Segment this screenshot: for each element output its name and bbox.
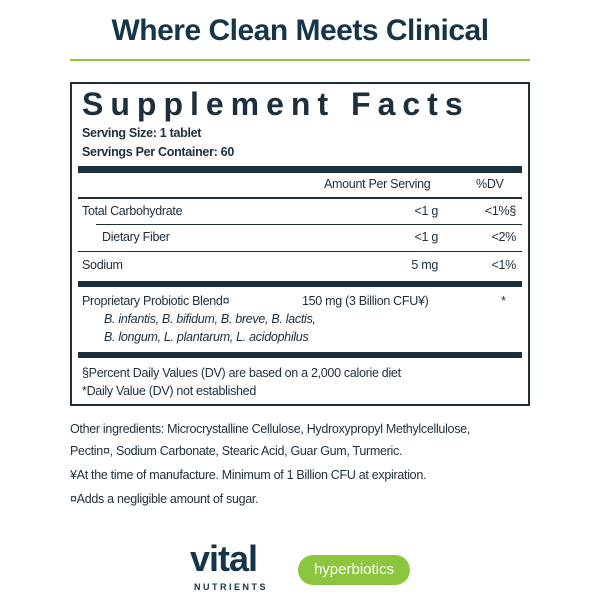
note: ¤Adds a negligible amount of sugar. <box>70 492 259 506</box>
page-title: Where Clean Meets Clinical <box>111 14 489 47</box>
col-dv: %DV <box>476 177 504 191</box>
thick-rule <box>78 352 522 358</box>
col-amount: Amount Per Serving <box>324 177 431 191</box>
row-dv: <2% <box>491 230 517 244</box>
hyperbiotics-badge <box>298 555 410 585</box>
row-amount: <1 g <box>414 204 439 218</box>
row-name: Dietary Fiber <box>102 230 170 244</box>
blend-ingredients: B. longum, L. plantarum, L. acidophilus <box>104 330 309 344</box>
row-dv: <1%§ <box>484 204 516 218</box>
vital-sub: NUTRIENTS <box>194 582 268 592</box>
row-dv: <1% <box>491 258 517 272</box>
rule <box>96 224 522 225</box>
thick-rule <box>78 166 522 173</box>
green-rule <box>70 59 530 61</box>
rule <box>78 251 522 252</box>
row-amount: <1 g <box>414 230 439 244</box>
facts-box <box>70 82 530 406</box>
blend-name: Proprietary Probiotic Blend¤ <box>82 294 230 308</box>
other-ingredients: Other ingredients: Microcrystalline Cell… <box>70 422 470 436</box>
blend-dv: * <box>501 294 506 308</box>
footnote: §Percent Daily Values (DV) are based on … <box>82 366 401 380</box>
row-name: Sodium <box>82 258 123 272</box>
other-ingredients: Pectin¤, Sodium Carbonate, Stearic Acid,… <box>70 444 403 458</box>
note: ¥At the time of manufacture. Minimum of … <box>70 468 427 482</box>
thick-rule <box>78 281 522 287</box>
row-name: Total Carbohydrate <box>82 204 183 218</box>
servings-per-container: Servings Per Container: 60 <box>82 145 234 159</box>
blend-amount: 150 mg (3 Billion CFU¥) <box>302 294 429 308</box>
hyperbiotics-logo: hyperbiotics <box>313 561 395 578</box>
footnote: *Daily Value (DV) not established <box>82 384 256 398</box>
row-amount: 5 mg <box>411 258 438 272</box>
blend-ingredients: B. infantis, B. bifidum, B. breve, B. la… <box>104 312 316 326</box>
facts-title: Supplement Facts <box>82 86 470 122</box>
serving-size: Serving Size: 1 tablet <box>82 126 202 140</box>
vital-logo: vital <box>190 538 258 579</box>
rule <box>78 197 522 199</box>
